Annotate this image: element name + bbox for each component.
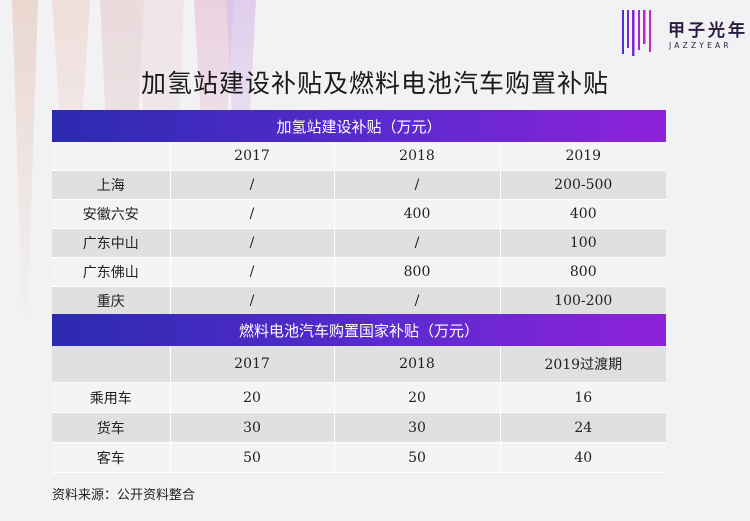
table-banner: 燃料电池汽车购置国家补贴（万元） bbox=[52, 314, 667, 346]
header-cell: 2017 bbox=[169, 346, 334, 383]
table-cell: / bbox=[333, 170, 500, 200]
row-label: 客车 bbox=[52, 442, 170, 473]
table-cell: 800 bbox=[499, 257, 667, 287]
table-cell: 16 bbox=[499, 382, 667, 413]
table-cell: 100-200 bbox=[499, 286, 667, 316]
table-cell: / bbox=[169, 257, 334, 287]
table-row: 广东佛山 / 800 800 bbox=[52, 257, 667, 287]
table-cell: / bbox=[169, 286, 334, 316]
table-cell: 400 bbox=[333, 199, 500, 229]
table-cell: 800 bbox=[333, 257, 500, 287]
header-cell: 2019 bbox=[499, 142, 667, 171]
row-label: 重庆 bbox=[52, 286, 170, 316]
table-cell: 20 bbox=[333, 382, 500, 413]
logo-name-en: JAZZYEAR bbox=[669, 41, 732, 50]
table-cell: 100 bbox=[499, 228, 667, 258]
table-row: 广东中山 / / 100 bbox=[52, 228, 667, 258]
table-row: 客车 50 50 40 bbox=[52, 442, 667, 473]
table-cell: 24 bbox=[499, 412, 667, 443]
table-cell: 30 bbox=[169, 412, 334, 443]
table-header-row: 2017 2018 2019过渡期 bbox=[52, 346, 667, 383]
row-label: 广东中山 bbox=[52, 228, 170, 258]
table-row: 安徽六安 / 400 400 bbox=[52, 199, 667, 229]
header-cell: 2017 bbox=[169, 142, 334, 171]
table-cell: 50 bbox=[333, 442, 500, 473]
header-cell bbox=[52, 346, 170, 383]
decor-beam bbox=[12, 0, 38, 330]
hydrogen-station-subsidy-table: 加氢站建设补贴（万元） 2017 2018 2019 上海 / / 200-50… bbox=[52, 110, 667, 316]
table-row: 重庆 / / 100-200 bbox=[52, 286, 667, 316]
fuel-cell-vehicle-subsidy-table: 燃料电池汽车购置国家补贴（万元） 2017 2018 2019过渡期 乘用车 2… bbox=[52, 314, 667, 473]
table-cell: / bbox=[333, 228, 500, 258]
header-cell: 2018 bbox=[333, 142, 500, 171]
header-cell: 2019过渡期 bbox=[499, 346, 667, 383]
table-cell: 20 bbox=[169, 382, 334, 413]
logo-name-cn: 甲子光年 bbox=[668, 21, 748, 41]
table-cell: / bbox=[169, 170, 334, 200]
page-title: 加氢站建设补贴及燃料电池汽车购置补贴 bbox=[140, 69, 609, 98]
table-row: 乘用车 20 20 16 bbox=[52, 382, 667, 413]
logo-mark-icon bbox=[622, 10, 651, 56]
brand-logo: 甲子光年 JAZZYEAR bbox=[620, 10, 745, 56]
row-label: 广东佛山 bbox=[52, 257, 170, 287]
row-label: 安徽六安 bbox=[52, 199, 170, 229]
table-header-row: 2017 2018 2019 bbox=[52, 142, 667, 171]
row-label: 上海 bbox=[52, 170, 170, 200]
table-cell: / bbox=[333, 286, 500, 316]
table-cell: 400 bbox=[499, 199, 667, 229]
header-cell: 2018 bbox=[333, 346, 500, 383]
table-banner: 加氢站建设补贴（万元） bbox=[52, 110, 667, 142]
row-label: 乘用车 bbox=[52, 382, 170, 413]
table-row: 货车 30 30 24 bbox=[52, 412, 667, 443]
table-cell: / bbox=[169, 228, 334, 258]
header-cell bbox=[52, 142, 170, 171]
table-cell: 40 bbox=[499, 442, 667, 473]
table-cell: 200-500 bbox=[499, 170, 667, 200]
table-cell: 50 bbox=[169, 442, 334, 473]
row-label: 货车 bbox=[52, 412, 170, 443]
table-cell: / bbox=[169, 199, 334, 229]
table-row: 上海 / / 200-500 bbox=[52, 170, 667, 200]
source-note: 资料来源：公开资料整合 bbox=[52, 488, 196, 503]
table-cell: 30 bbox=[333, 412, 500, 443]
